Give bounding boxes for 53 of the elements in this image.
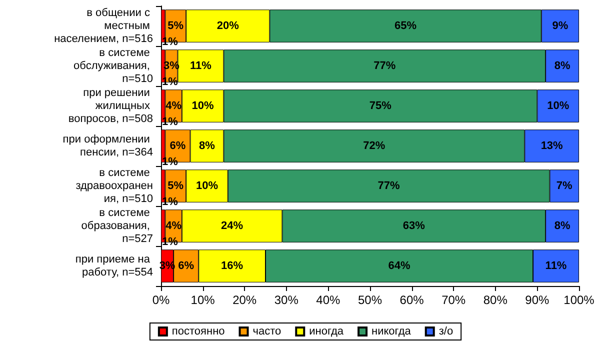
data-label: 1% <box>162 36 178 48</box>
y-tick-label: при решении жилищных вопросов, n=508 <box>68 87 153 125</box>
x-tick-label: 30% <box>274 293 299 307</box>
data-label: 9% <box>552 20 568 32</box>
data-label: 10% <box>196 180 218 192</box>
data-label: 77% <box>378 180 400 192</box>
data-label: 75% <box>369 100 392 112</box>
data-label: 1% <box>162 156 178 168</box>
data-label: 20% <box>216 20 240 32</box>
data-label: 13% <box>540 140 564 152</box>
data-label: 11% <box>545 260 567 272</box>
x-tick-label: 100% <box>564 293 595 307</box>
data-label: 1% <box>162 196 178 208</box>
legend-label: никогда <box>372 326 412 338</box>
data-label: 10% <box>547 100 570 112</box>
data-label: 1% <box>162 116 178 128</box>
legend-label: постоянно <box>172 326 225 338</box>
data-label: 63% <box>402 220 426 232</box>
data-label: 72% <box>363 140 386 152</box>
data-label: 65% <box>394 20 417 32</box>
legend-label: часто <box>252 326 282 338</box>
data-label: 6% <box>170 140 186 152</box>
data-label: 1% <box>162 236 178 248</box>
data-label: 1% <box>162 76 178 88</box>
data-label: 6% <box>178 260 194 272</box>
x-tick-label: 80% <box>483 293 508 307</box>
x-tick-label: 90% <box>525 293 550 307</box>
data-label: 16% <box>221 260 244 272</box>
legend-label: з/о <box>438 326 454 338</box>
x-tick-label: 60% <box>400 293 424 307</box>
data-label: 4% <box>166 100 182 112</box>
data-label: 8% <box>199 140 216 152</box>
y-tick-label: при оформлении пенсии, n=364 <box>62 134 153 158</box>
x-tick-label: 10% <box>190 293 216 307</box>
data-label: 24% <box>221 220 244 232</box>
x-tick-label: 0% <box>152 293 170 307</box>
data-label: 8% <box>554 220 570 232</box>
legend-label: иногда <box>309 326 344 338</box>
data-label: 11% <box>190 60 212 72</box>
data-label: 5% <box>168 20 184 32</box>
x-tick-label: 40% <box>316 293 341 307</box>
x-tick-label: 70% <box>442 293 466 307</box>
data-label: 64% <box>388 260 410 272</box>
data-label: 10% <box>192 100 214 112</box>
data-label: 8% <box>554 60 570 72</box>
data-label: 5% <box>168 180 184 192</box>
y-tick-label: в системе образования, n=527 <box>81 207 153 245</box>
data-label: 7% <box>556 180 573 192</box>
x-tick-label: 20% <box>232 293 257 307</box>
data-label: 77% <box>374 60 396 72</box>
data-label: 4% <box>166 220 182 232</box>
y-tick-label: при приеме на работу, n=554 <box>75 254 153 278</box>
x-tick-label: 50% <box>358 293 382 307</box>
